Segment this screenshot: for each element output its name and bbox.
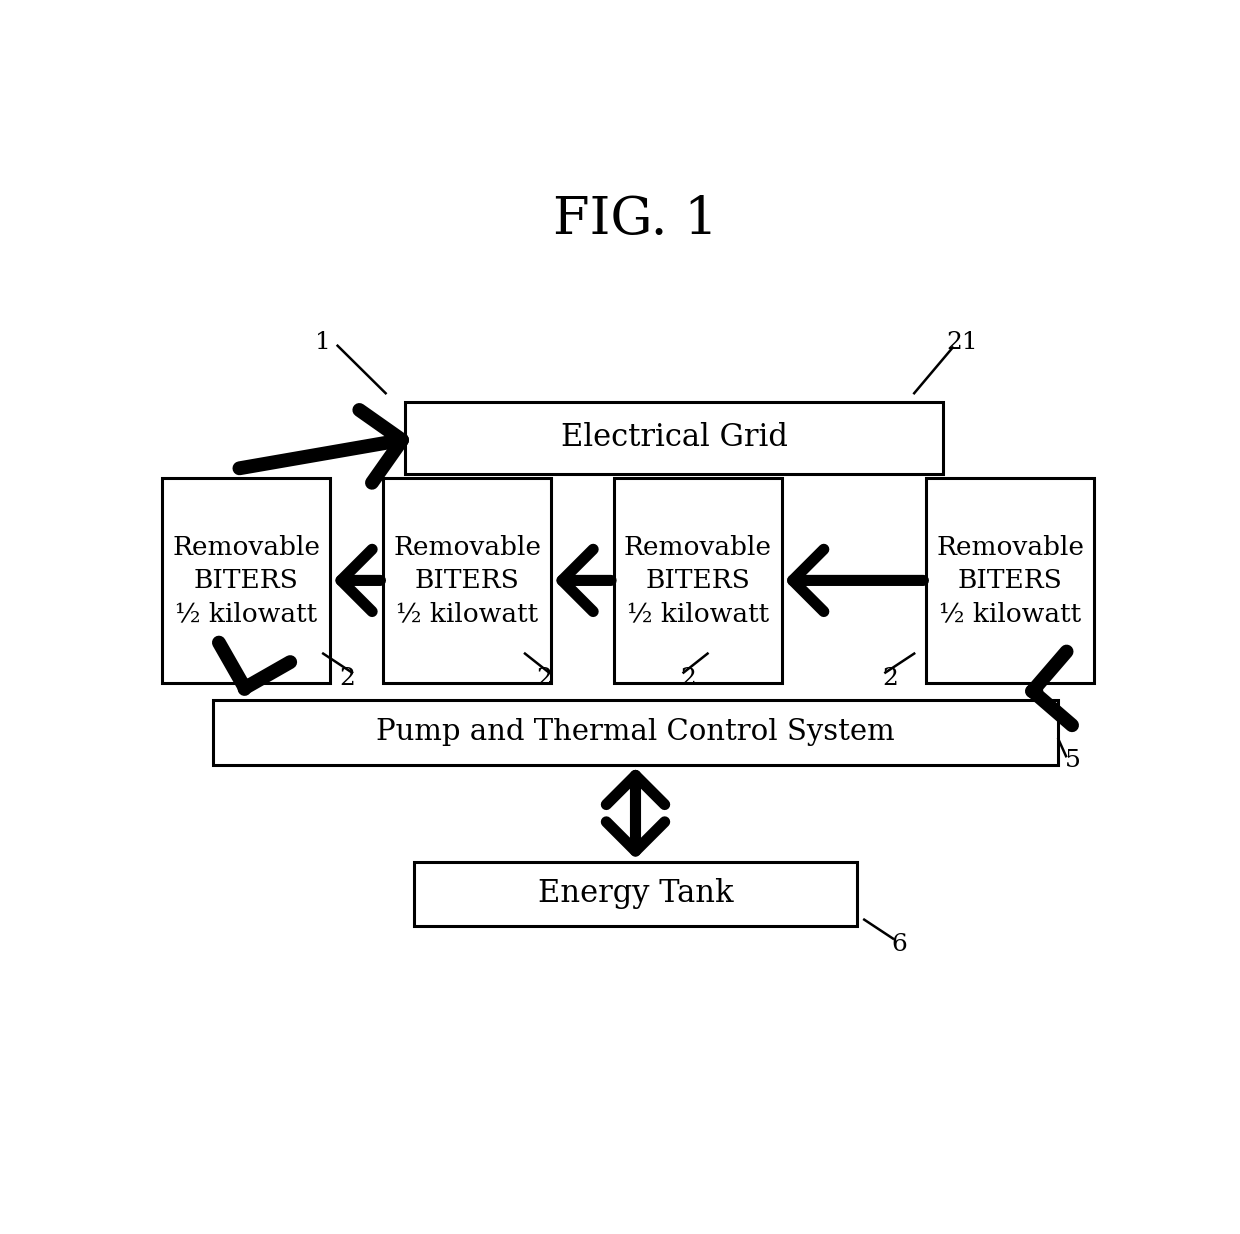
Text: Electrical Grid: Electrical Grid [560, 422, 787, 453]
Text: 2: 2 [536, 666, 552, 690]
Text: FIG. 1: FIG. 1 [553, 194, 718, 244]
Text: Removable
BITERS
½ kilowatt: Removable BITERS ½ kilowatt [624, 534, 773, 626]
Text: Energy Tank: Energy Tank [538, 879, 733, 909]
Bar [383, 479, 552, 682]
Bar [162, 479, 330, 682]
Bar [404, 402, 944, 474]
Text: Removable
BITERS
½ kilowatt: Removable BITERS ½ kilowatt [172, 534, 320, 626]
Text: 2: 2 [882, 666, 898, 690]
Bar [614, 479, 782, 682]
Bar [414, 861, 857, 927]
Text: Removable
BITERS
½ kilowatt: Removable BITERS ½ kilowatt [393, 534, 542, 626]
Text: 6: 6 [892, 933, 908, 956]
Text: 2: 2 [340, 666, 355, 690]
Text: 1: 1 [315, 332, 331, 354]
Bar [213, 700, 1058, 765]
Text: Removable
BITERS
½ kilowatt: Removable BITERS ½ kilowatt [936, 534, 1084, 626]
Bar [926, 479, 1095, 682]
Text: Pump and Thermal Control System: Pump and Thermal Control System [376, 718, 895, 747]
Text: 5: 5 [1065, 749, 1081, 772]
Text: 21: 21 [946, 332, 978, 354]
Text: 2: 2 [681, 666, 697, 690]
